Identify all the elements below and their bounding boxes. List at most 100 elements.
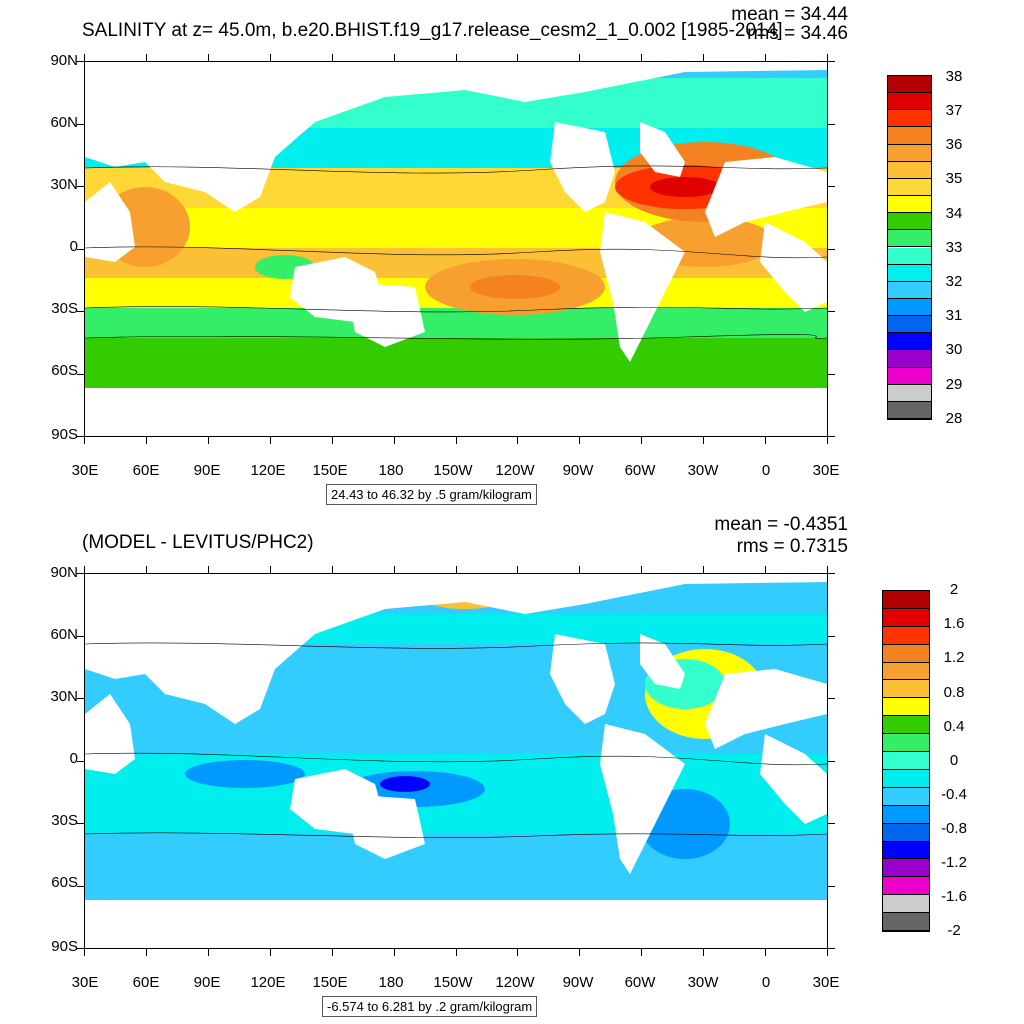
axis-tick — [455, 54, 457, 61]
salinity-field — [85, 62, 827, 436]
colorbar-swatch — [888, 264, 931, 282]
axis-tick — [827, 566, 828, 573]
axis-tick — [828, 573, 835, 574]
axis-tick — [77, 760, 84, 762]
axis-tick — [828, 311, 835, 312]
colorbar — [882, 590, 930, 932]
axis-tick — [828, 123, 835, 125]
colorbar-swatch — [888, 144, 931, 162]
lon-label: 0 — [761, 974, 771, 991]
lon-label: 150E — [312, 974, 348, 991]
axis-tick — [703, 566, 705, 573]
axis-tick — [207, 437, 209, 444]
rms-stat: rms = 0.7315 — [736, 536, 848, 557]
colorbar-label: 2 — [949, 581, 959, 598]
axis-tick — [703, 949, 705, 956]
colorbar-swatch — [883, 752, 929, 770]
colorbar-label: -1.2 — [941, 854, 967, 871]
colorbar-swatch — [883, 769, 929, 788]
colorbar-label: -0.8 — [941, 820, 967, 837]
axis-tick — [84, 437, 85, 444]
axis-tick — [77, 436, 84, 437]
lon-label: 0 — [761, 462, 771, 479]
colorbar-swatch — [883, 698, 929, 717]
colorbar-swatch — [888, 298, 931, 317]
axis-tick — [517, 54, 519, 61]
axis-tick — [828, 436, 835, 437]
lon-label: 30W — [687, 462, 719, 479]
colorbar-swatch — [883, 787, 929, 806]
axis-tick — [765, 566, 767, 573]
axis-tick — [145, 949, 147, 956]
colorbar-swatch — [883, 734, 929, 753]
axis-tick — [77, 248, 84, 250]
axis-tick — [703, 437, 705, 444]
axis-tick — [207, 54, 209, 61]
lon-label: 120E — [250, 462, 286, 479]
lon-label: 90W — [562, 974, 594, 991]
colorbar-swatch — [883, 913, 929, 931]
difference-map — [84, 573, 828, 949]
axis-tick — [84, 566, 85, 573]
axis-tick — [828, 61, 835, 62]
axis-tick — [641, 949, 643, 956]
colorbar-swatch — [888, 110, 931, 128]
axis-tick — [765, 54, 767, 61]
axis-tick — [827, 54, 828, 61]
colorbar-swatch — [888, 161, 931, 179]
colorbar-swatch — [888, 213, 931, 231]
colorbar-label: 31 — [945, 307, 963, 324]
axis-tick — [455, 566, 457, 573]
colorbar-swatch — [883, 662, 929, 681]
colorbar-swatch — [883, 644, 929, 663]
colorbar-swatch — [888, 196, 931, 214]
colorbar-swatch — [888, 230, 931, 248]
lat-label: 90N — [50, 564, 78, 581]
axis-tick — [517, 566, 519, 573]
lat-label: 60N — [50, 114, 78, 131]
lon-label: 30E — [71, 462, 99, 479]
axis-tick — [331, 949, 333, 956]
colorbar-label: 37 — [945, 102, 963, 119]
difference-field — [85, 574, 827, 948]
axis-tick — [145, 566, 147, 573]
colorbar-label: 28 — [945, 410, 963, 427]
axis-tick — [828, 823, 835, 824]
colorbar-label: 32 — [945, 273, 963, 290]
axis-tick — [269, 437, 271, 444]
contour-range-label: 24.43 to 46.32 by .5 gram/kilogram — [326, 484, 537, 505]
colorbar-label: 34 — [945, 205, 963, 222]
colorbar-swatch — [883, 841, 929, 860]
axis-tick — [269, 949, 271, 956]
salinity-map — [84, 61, 828, 437]
axis-tick — [641, 54, 643, 61]
colorbar-label: 29 — [945, 376, 963, 393]
colorbar-label: 38 — [945, 68, 963, 85]
colorbar-swatch — [888, 247, 931, 265]
colorbar-swatch — [888, 316, 931, 334]
axis-tick — [77, 573, 84, 574]
axis-tick — [765, 437, 767, 444]
lon-label: 120W — [495, 974, 535, 991]
axis-tick — [828, 635, 835, 637]
lon-label: 30W — [687, 974, 719, 991]
colorbar-swatch — [883, 877, 929, 896]
lat-label: 90S — [51, 938, 78, 955]
lon-label: 180 — [378, 974, 404, 991]
axis-tick — [331, 54, 333, 61]
colorbar-swatch — [883, 591, 929, 609]
axis-tick — [77, 311, 84, 312]
colorbar-swatch — [888, 350, 931, 368]
colorbar-label: 36 — [945, 136, 963, 153]
axis-tick — [517, 437, 519, 444]
axis-tick — [579, 949, 581, 956]
colorbar-swatch — [883, 859, 929, 878]
contour-range-label: -6.574 to 6.281 by .2 gram/kilogram — [322, 996, 538, 1017]
axis-tick — [269, 54, 271, 61]
colorbar-label: 1.2 — [943, 649, 965, 666]
axis-tick — [77, 123, 84, 125]
axis-tick — [77, 948, 84, 949]
axis-tick — [828, 948, 835, 949]
colorbar-swatch — [883, 716, 929, 735]
axis-tick — [145, 54, 147, 61]
